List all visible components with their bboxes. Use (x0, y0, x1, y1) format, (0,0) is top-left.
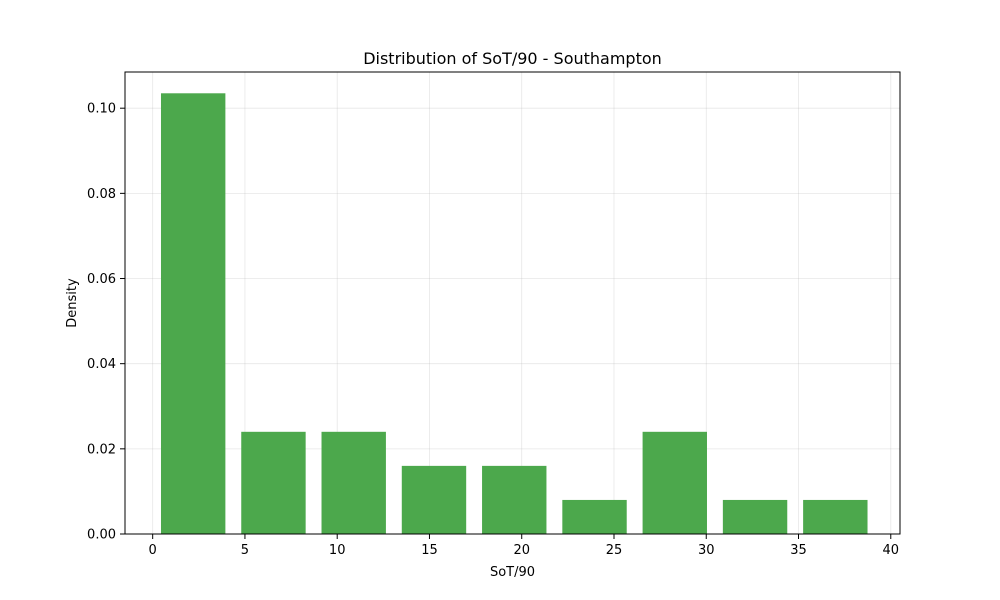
y-tick-label-2: 0.04 (87, 357, 116, 372)
x-tick-label-6: 30 (698, 543, 715, 558)
bar-2 (321, 431, 386, 534)
bar-8 (803, 499, 868, 534)
x-axis-label: SoT/90 (490, 565, 535, 580)
bar-6 (642, 431, 707, 534)
x-tick-label-4: 20 (513, 543, 530, 558)
x-tick-label-3: 15 (421, 543, 438, 558)
y-tick-label-5: 0.10 (87, 102, 116, 117)
y-tick-label-3: 0.06 (87, 272, 116, 287)
y-tick-label-0: 0.00 (87, 528, 116, 543)
bar-0 (160, 93, 226, 535)
y-tick-label-4: 0.08 (87, 187, 116, 202)
x-tick-label-0: 0 (149, 543, 157, 558)
axes: 0 5 10 15 20 25 30 35 40 0.00 0.02 0.04 0.06 0.08 0.10 (87, 71, 901, 558)
x-tick-label-1: 5 (241, 543, 249, 558)
histogram-bars (160, 93, 868, 535)
x-tick-label-8: 40 (883, 543, 900, 558)
bar-7 (722, 499, 788, 534)
chart-title: Distribution of SoT/90 - Southampton (363, 49, 662, 68)
bar-5 (562, 499, 627, 534)
bar-4 (482, 465, 547, 534)
y-tick-label-1: 0.02 (87, 442, 116, 457)
bar-1 (241, 431, 306, 534)
y-axis-label: Density (65, 278, 80, 328)
plot-frame (124, 71, 901, 535)
x-tick-label-7: 35 (790, 543, 807, 558)
x-tick-label-5: 25 (606, 543, 623, 558)
x-tick-label-2: 10 (329, 543, 346, 558)
bar-3 (401, 465, 467, 534)
